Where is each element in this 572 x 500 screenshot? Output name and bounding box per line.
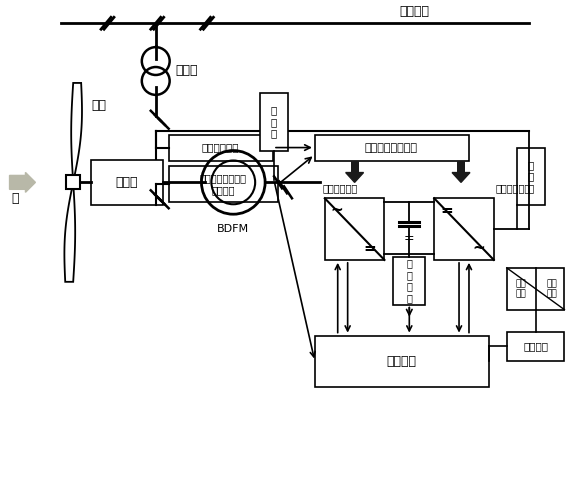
FancyBboxPatch shape [260,93,288,150]
Polygon shape [65,182,75,282]
Text: ~: ~ [331,202,343,218]
Text: 制冷
系统: 制冷 系统 [546,279,557,298]
FancyBboxPatch shape [315,134,469,160]
FancyBboxPatch shape [91,160,162,205]
Text: 电机转速输入: 电机转速输入 [201,142,239,152]
Text: 电
压
检
测: 电 压 检 测 [406,258,412,303]
Text: 增速箱: 增速箱 [116,176,138,189]
Polygon shape [452,172,470,182]
FancyArrow shape [10,172,35,193]
FancyBboxPatch shape [169,134,273,160]
Text: 速
变
器: 速 变 器 [271,105,277,138]
Polygon shape [345,172,364,182]
Text: =: = [440,202,454,218]
Text: 保护系统: 保护系统 [523,342,548,351]
FancyBboxPatch shape [507,268,565,310]
FancyBboxPatch shape [66,176,80,190]
FancyBboxPatch shape [434,198,494,260]
FancyBboxPatch shape [315,336,489,387]
FancyBboxPatch shape [351,160,359,172]
Text: 电网侧变流器: 电网侧变流器 [496,184,531,194]
Text: 变压器: 变压器 [176,64,198,78]
Text: BDFM: BDFM [217,224,249,234]
Text: 风: 风 [11,192,19,205]
Text: =: = [404,232,415,244]
FancyBboxPatch shape [507,332,565,362]
Text: ~: ~ [472,240,485,256]
Text: 滤
波
器: 滤 波 器 [527,160,534,193]
FancyBboxPatch shape [394,257,425,304]
Text: 控制系统: 控制系统 [386,355,416,368]
FancyBboxPatch shape [517,148,545,205]
FancyBboxPatch shape [457,160,465,172]
Text: 叶片: 叶片 [91,100,106,112]
Text: 超导
线圈: 超导 线圈 [515,279,526,298]
Text: 电网系统: 电网系统 [399,6,430,18]
Text: =: = [363,240,376,256]
Text: 电机侧变流器: 电机侧变流器 [323,184,358,194]
FancyBboxPatch shape [169,166,278,202]
FancyBboxPatch shape [325,198,384,260]
Polygon shape [71,83,82,182]
Text: 变速恒频运行系统: 变速恒频运行系统 [365,142,418,152]
Text: 电机绕组电压电流
参数输入: 电机绕组电压电流 参数输入 [200,174,247,195]
